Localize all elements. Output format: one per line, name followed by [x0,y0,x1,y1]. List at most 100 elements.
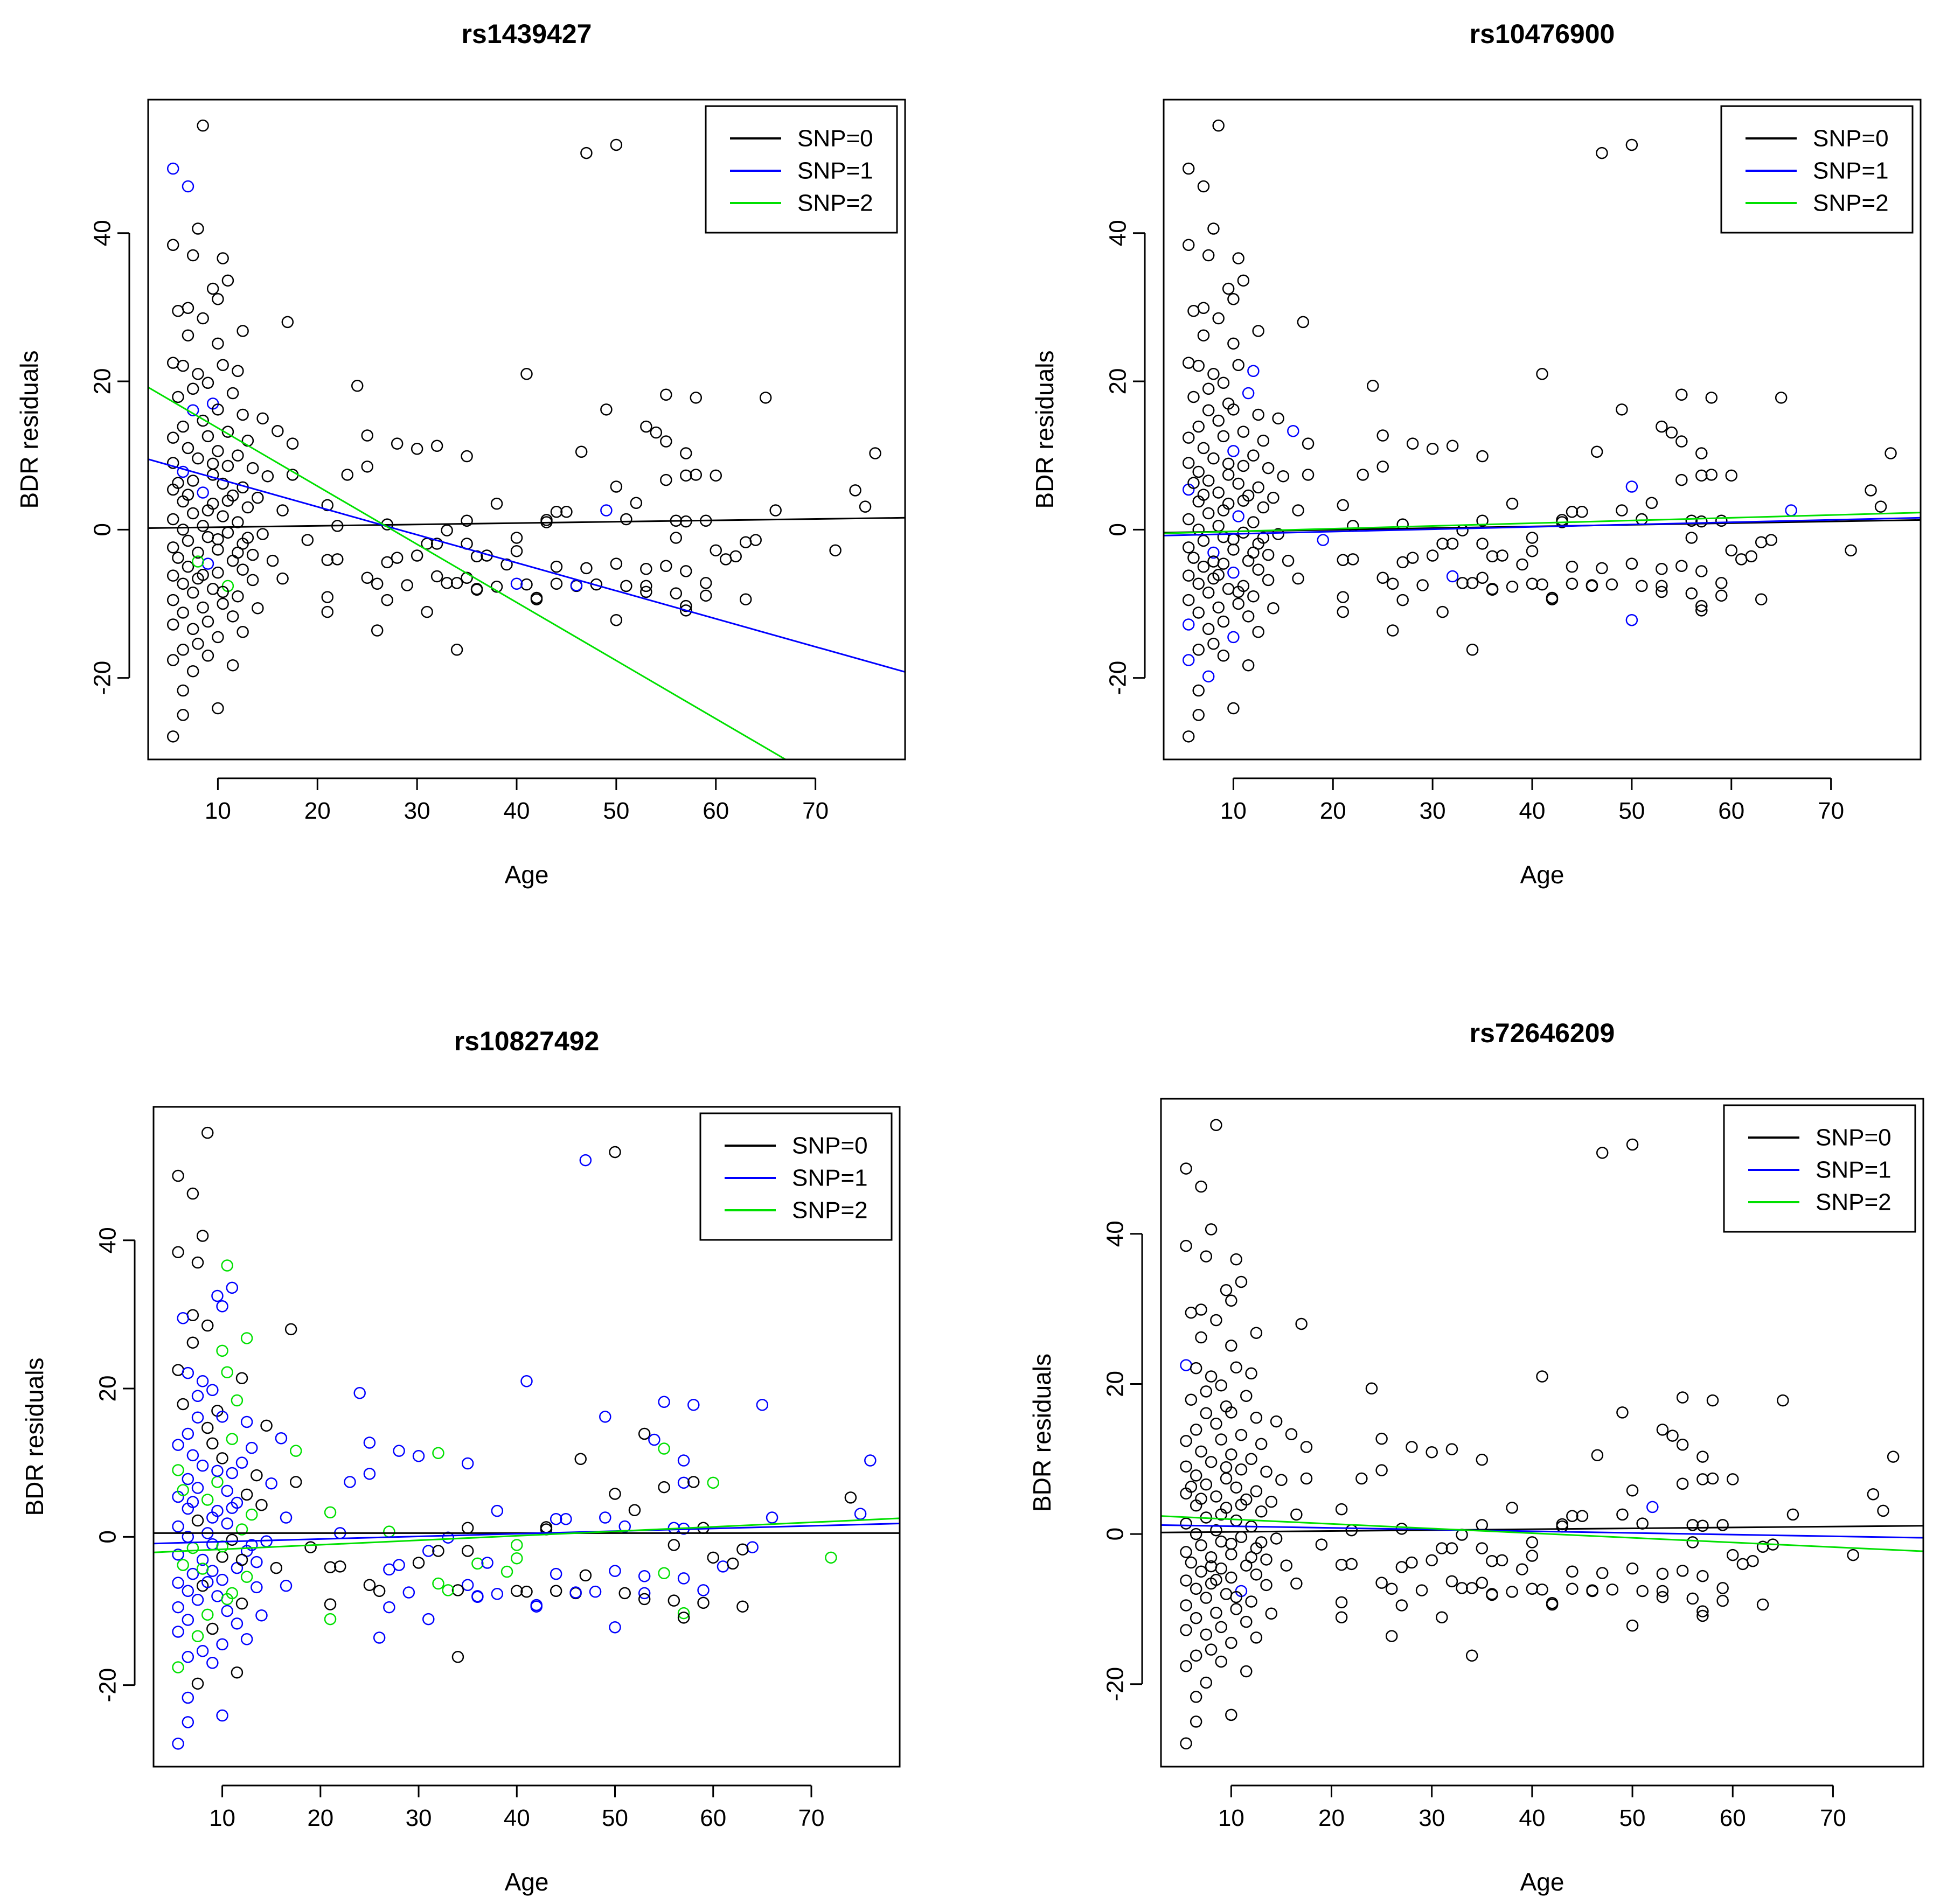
data-point [1375,1464,1388,1476]
data-point [461,514,473,527]
data-point [182,560,194,573]
data-point [1180,1624,1192,1636]
data-point [680,604,692,617]
data-point [1210,1314,1222,1327]
data-point [1250,1568,1263,1581]
x-tick-label: 40 [504,1805,530,1831]
data-point [756,1399,769,1411]
data-point [1656,1585,1669,1598]
data-point [401,579,413,591]
data-point [1220,1472,1233,1485]
data-point [1197,442,1210,455]
data-point [324,1561,337,1573]
legend-label: SNP=0 [1813,125,1889,152]
legend-box [1723,1104,1916,1233]
data-point [1676,1477,1689,1490]
data-point [609,1146,621,1159]
data-point [212,566,224,579]
data-point [177,1559,189,1571]
data-point [166,239,179,252]
data-point [511,1539,523,1551]
data-point [221,459,234,472]
data-point [1506,581,1519,593]
data-point [1755,593,1768,605]
data-point [1716,1582,1729,1594]
data-point [172,552,184,564]
data-point [1242,610,1255,623]
data-point [1777,1394,1789,1407]
data-point [1685,532,1698,544]
data-point [1626,1562,1639,1575]
data-point [1180,1574,1192,1587]
data-point [166,730,179,743]
data-point [182,329,194,341]
data-point [186,623,199,636]
data-point [177,684,189,697]
data-point [186,249,199,262]
data-point [186,507,199,520]
x-tick-label: 50 [603,798,629,824]
x-tick-label: 20 [1320,798,1346,824]
data-point [1526,1582,1539,1595]
data-point [1270,1532,1283,1545]
data-point [1260,1466,1272,1478]
data-point [1696,1473,1709,1485]
data-point [166,357,179,369]
data-point [1337,591,1350,603]
data-point [1586,579,1598,591]
data-point [172,1520,184,1533]
data-point [1696,1519,1709,1532]
data-point [1686,1536,1699,1549]
data-point [1230,1481,1242,1494]
data-point [177,577,189,590]
fit-line-snp-2 [148,386,786,759]
plot-frame [152,1106,901,1768]
data-point [1476,1519,1489,1531]
data-point [1247,590,1260,603]
data-point [289,1476,302,1488]
data-point [182,534,194,547]
data-point [1375,1577,1388,1589]
fit-line-snp-2 [1164,512,1921,534]
data-point [1257,501,1270,514]
data-point [237,626,249,638]
data-point [1506,497,1519,510]
y-tick-label: 40 [1102,1220,1129,1247]
data-point [1232,597,1244,610]
data-point [1230,1591,1242,1603]
data-point [201,430,214,443]
data-point [216,1638,228,1651]
y-tick-label: 20 [89,368,116,395]
data-point [660,388,672,401]
data-point [1210,1524,1222,1537]
data-point [197,119,209,132]
data-point [211,1590,224,1602]
data-point [650,426,663,439]
data-point [321,499,334,512]
data-point [1185,1393,1198,1406]
data-point [1185,1306,1198,1319]
data-point [680,565,692,577]
fit-line-snp-0 [148,517,905,529]
data-point [1676,1565,1689,1577]
data-point [540,514,553,526]
data-point [677,1612,690,1624]
chart-title: rs72646209 [1470,1018,1615,1048]
data-point [289,1445,302,1457]
data-point [1335,1503,1348,1516]
data-point [1210,1490,1222,1503]
data-point [1242,554,1255,567]
data-point [383,1563,395,1576]
data-point [550,1513,562,1525]
data-point [1202,382,1215,395]
data-point [510,545,523,557]
data-point [1237,459,1250,472]
data-point [212,543,224,556]
data-point [759,392,772,404]
y-tick-label: 20 [1105,368,1131,395]
data-point [1335,1558,1348,1571]
x-tick-label: 30 [404,798,430,824]
chart-title: rs1439427 [462,19,592,49]
data-point [530,591,543,604]
data-point [1207,368,1220,380]
